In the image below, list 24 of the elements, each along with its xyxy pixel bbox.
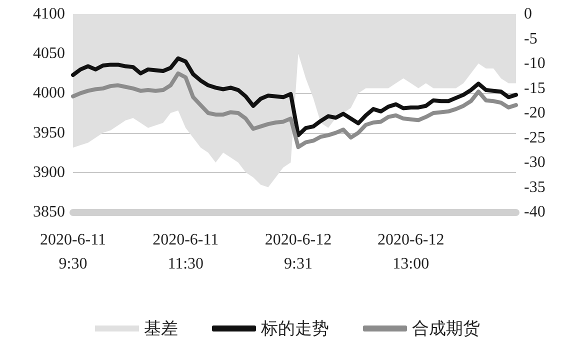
y-tick-label: 4100 bbox=[33, 6, 65, 22]
legend-label: 标的走势 bbox=[260, 319, 329, 338]
y-tick-label: 4050 bbox=[33, 45, 65, 62]
x-tick-label: 2020-6-11 11:30 bbox=[152, 232, 219, 272]
x-tick-label: 2020-6-11 9:30 bbox=[40, 232, 106, 272]
y2-tick-label: -10 bbox=[524, 55, 546, 72]
y2-tick-label: -35 bbox=[524, 178, 546, 196]
line-series bbox=[71, 71, 518, 150]
y-tick-label: 3900 bbox=[33, 164, 65, 181]
y-tick-label: 4000 bbox=[33, 84, 65, 102]
y2-tick-label: -20 bbox=[524, 104, 546, 122]
legend-label: 基差 bbox=[144, 319, 178, 338]
y-tick-label: 3950 bbox=[33, 124, 65, 142]
y2-tick-label: -30 bbox=[524, 154, 546, 171]
y2-tick-label: -5 bbox=[524, 30, 538, 48]
x-tick-label: 2020-6-12 13:00 bbox=[378, 232, 444, 272]
y2-tick-label: -25 bbox=[524, 129, 546, 146]
y2-tick-label: -15 bbox=[524, 80, 546, 97]
y2-tick-label: 0 bbox=[524, 6, 532, 22]
y2-tick-label: -40 bbox=[524, 204, 546, 220]
x-tick-label: 2020-6-12 9:31 bbox=[264, 232, 332, 272]
y-tick-label: 3850 bbox=[33, 204, 65, 220]
line-series bbox=[71, 56, 518, 138]
legend-label: 合成期货 bbox=[412, 319, 480, 338]
